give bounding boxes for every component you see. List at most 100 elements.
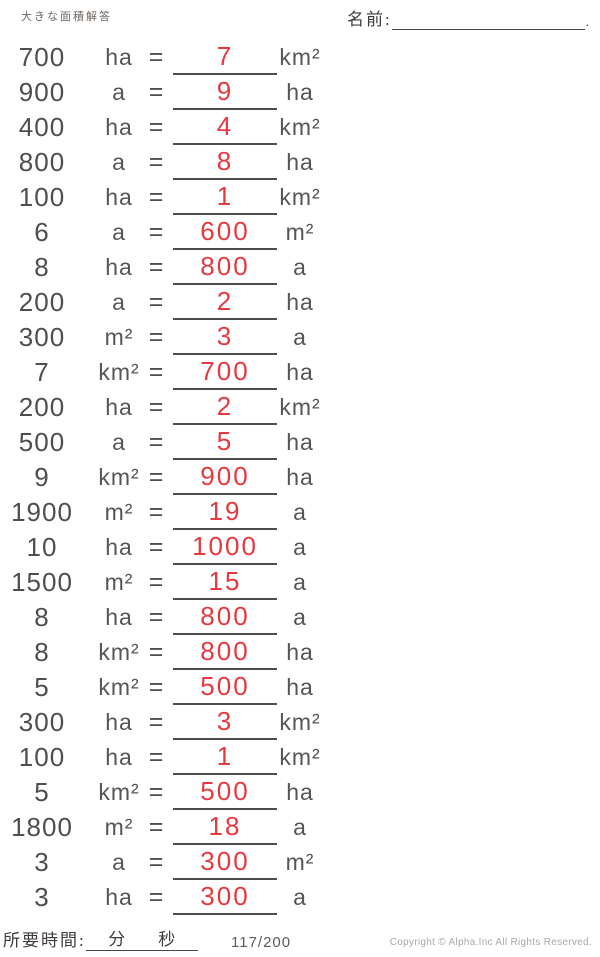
answer-unit: km² <box>279 114 321 140</box>
page-title: 大きな面積解答 <box>21 11 112 23</box>
problem-unit: ha <box>105 709 133 735</box>
problem-unit: km² <box>98 779 140 805</box>
answer-value: 1 <box>173 740 277 775</box>
problem-value: 5 <box>34 672 50 702</box>
answer-value: 300 <box>173 845 277 880</box>
answer-unit: ha <box>286 79 314 105</box>
problem-unit: ha <box>105 184 133 210</box>
problem-unit: m² <box>104 569 134 595</box>
problem-value: 8 <box>34 252 50 282</box>
problem-value: 8 <box>34 602 50 632</box>
answer-unit: ha <box>286 149 314 175</box>
answer-value: 1000 <box>173 530 277 565</box>
problem-unit: ha <box>105 394 133 420</box>
answer-unit: a <box>293 534 307 560</box>
answer-value: 500 <box>173 670 277 705</box>
answer-value: 4 <box>173 110 277 145</box>
problem-unit: ha <box>105 44 133 70</box>
equals-sign: = <box>148 708 164 736</box>
answer-unit: km² <box>279 394 321 420</box>
problem-value: 6 <box>34 217 50 247</box>
problem-row: 400 ha = 4 km² <box>0 110 600 145</box>
problem-value: 200 <box>18 392 66 422</box>
problem-value: 400 <box>18 112 66 142</box>
problem-row: 100 ha = 1 km² <box>0 740 600 775</box>
copyright-notice: Copyright © Alpha.Inc All Rights Reserve… <box>389 937 592 948</box>
minutes-label: 分 <box>108 930 126 949</box>
equals-sign: = <box>148 183 164 211</box>
answer-unit: m² <box>285 849 315 875</box>
answer-unit: a <box>293 604 307 630</box>
answer-value: 800 <box>173 250 277 285</box>
problem-value: 300 <box>18 322 66 352</box>
problem-unit: km² <box>98 359 140 385</box>
answer-unit: km² <box>279 44 321 70</box>
name-line-end-mark: . <box>585 14 589 29</box>
problem-row: 5 km² = 500 ha <box>0 775 600 810</box>
equals-sign: = <box>148 463 164 491</box>
problem-unit: km² <box>98 674 140 700</box>
answer-value: 800 <box>173 635 277 670</box>
answer-unit: ha <box>286 639 314 665</box>
problem-unit: m² <box>104 499 134 525</box>
name-field: 名前: . <box>347 5 592 30</box>
problem-row: 800 a = 8 ha <box>0 145 600 180</box>
problem-row: 8 km² = 800 ha <box>0 635 600 670</box>
problem-row: 6 a = 600 m² <box>0 215 600 250</box>
time-blank-line: 分 秒 <box>85 927 198 951</box>
problem-value: 800 <box>18 147 66 177</box>
problem-row: 500 a = 5 ha <box>0 425 600 460</box>
answer-unit: km² <box>279 184 321 210</box>
answer-value: 600 <box>173 215 277 250</box>
equals-sign: = <box>148 533 164 561</box>
problem-unit: a <box>112 149 126 175</box>
answer-unit: km² <box>279 744 321 770</box>
answer-value: 500 <box>173 775 277 810</box>
equals-sign: = <box>148 218 164 246</box>
problem-row: 3 ha = 300 a <box>0 880 600 915</box>
answer-value: 9 <box>173 75 277 110</box>
answer-unit: a <box>293 814 307 840</box>
problem-unit: a <box>112 429 126 455</box>
equals-sign: = <box>148 813 164 841</box>
equals-sign: = <box>148 358 164 386</box>
answer-unit: a <box>293 324 307 350</box>
answer-value: 800 <box>173 600 277 635</box>
equals-sign: = <box>148 638 164 666</box>
problem-value: 3 <box>34 847 50 877</box>
answer-unit: ha <box>286 359 314 385</box>
answer-value: 7 <box>173 40 277 75</box>
answer-value: 5 <box>173 425 277 460</box>
problem-unit: ha <box>105 534 133 560</box>
problem-value: 700 <box>18 42 66 72</box>
equals-sign: = <box>148 673 164 701</box>
problem-row: 9 km² = 900 ha <box>0 460 600 495</box>
problem-unit: m² <box>104 324 134 350</box>
problem-unit: ha <box>105 254 133 280</box>
name-label: 名前: <box>347 10 392 29</box>
problem-value: 200 <box>18 287 66 317</box>
problem-value: 10 <box>26 532 58 562</box>
problem-row: 5 km² = 500 ha <box>0 670 600 705</box>
problem-unit: ha <box>105 114 133 140</box>
time-required-field: 所要時間: 分 秒 <box>3 926 198 951</box>
answer-value: 3 <box>173 320 277 355</box>
problem-value: 8 <box>34 637 50 667</box>
equals-sign: = <box>148 498 164 526</box>
problem-value: 100 <box>18 742 66 772</box>
equals-sign: = <box>148 883 164 911</box>
problem-row: 900 a = 9 ha <box>0 75 600 110</box>
problem-unit: km² <box>98 639 140 665</box>
problem-value: 5 <box>34 777 50 807</box>
answer-unit: km² <box>279 709 321 735</box>
problem-row: 700 ha = 7 km² <box>0 40 600 75</box>
problem-rows: 700 ha = 7 km² 900 a = 9 ha 400 ha = 4 k… <box>0 40 600 915</box>
problem-row: 200 a = 2 ha <box>0 285 600 320</box>
answer-value: 18 <box>173 810 277 845</box>
equals-sign: = <box>148 43 164 71</box>
name-blank-line <box>391 7 585 30</box>
answer-unit: ha <box>286 429 314 455</box>
answer-value: 700 <box>173 355 277 390</box>
equals-sign: = <box>148 113 164 141</box>
equals-sign: = <box>148 428 164 456</box>
